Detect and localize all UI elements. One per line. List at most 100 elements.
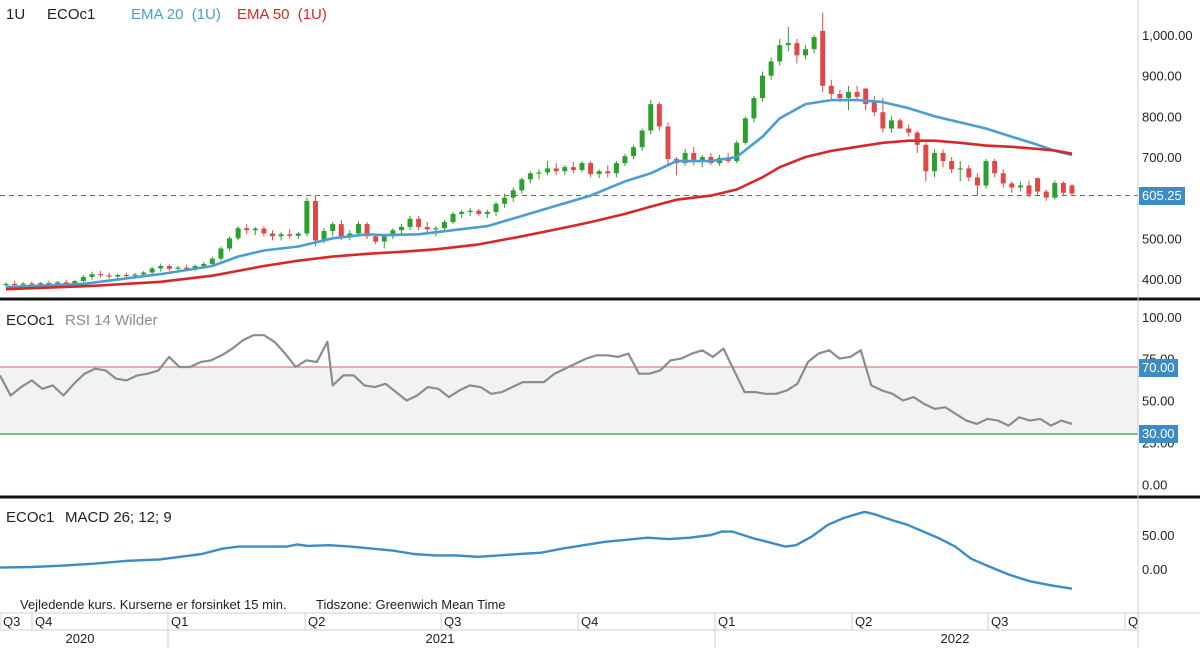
candle-body — [407, 218, 413, 227]
candle — [613, 161, 619, 178]
macd-ytick-label: 50.00 — [1142, 528, 1175, 543]
timezone-note: Tidszone: Greenwich Mean Time — [316, 597, 506, 612]
candle-body — [596, 171, 602, 175]
rsi-band — [0, 367, 1138, 434]
candle-body — [1043, 191, 1049, 198]
candle-body — [502, 197, 508, 204]
candle-body — [175, 267, 181, 269]
candle — [270, 230, 275, 241]
candle — [398, 224, 404, 235]
macd-ytick-label: 0.00 — [1142, 562, 1167, 577]
candle — [227, 236, 233, 252]
candle — [828, 79, 834, 101]
candle-body — [777, 45, 783, 62]
candle-body — [570, 167, 576, 171]
candle-body — [450, 213, 456, 223]
candle-body — [37, 283, 43, 285]
candle-body — [347, 233, 353, 237]
legend-ema50-interval: (1U) — [297, 6, 327, 23]
candle — [441, 220, 447, 231]
candle-body — [562, 167, 568, 172]
candle-body — [588, 163, 594, 175]
candle-body — [888, 120, 894, 129]
candle-body — [364, 224, 370, 237]
candle — [863, 87, 869, 111]
candle-body — [235, 228, 241, 239]
legend-ema20[interactable]: EMA 20 (1U) — [131, 6, 221, 23]
candle-body — [218, 248, 224, 259]
candle — [218, 246, 224, 261]
quarter-label: Q3 — [3, 614, 20, 629]
legend-ema20-interval: (1U) — [191, 6, 221, 23]
candle-body — [261, 228, 267, 234]
candle-body — [89, 274, 95, 277]
quarter-label: Q4 — [581, 614, 598, 629]
price-ytick-label: 800.00 — [1142, 109, 1182, 124]
candle — [897, 118, 903, 129]
candle — [252, 226, 258, 236]
candle — [785, 26, 791, 52]
candle-body — [330, 224, 336, 232]
candle-body — [656, 104, 662, 127]
candle — [545, 161, 551, 176]
macd-header-label: MACD 26; 12; 9 — [65, 509, 172, 526]
rsi-header-symbol: ECOc1 — [6, 312, 55, 329]
candle — [381, 234, 387, 249]
rsi-header-label: RSI 14 Wilder — [65, 312, 158, 329]
candle — [1026, 180, 1032, 198]
candle — [665, 122, 671, 166]
candle — [734, 140, 740, 164]
rsi-ytick-label: 50.00 — [1142, 394, 1175, 409]
candle-body — [966, 168, 972, 178]
candle — [605, 165, 611, 178]
candle — [12, 281, 18, 286]
candle — [931, 148, 937, 178]
candle-body — [29, 283, 35, 285]
candle-body — [949, 161, 955, 170]
candle-body — [98, 274, 104, 276]
candle-body — [476, 210, 482, 214]
candle — [854, 85, 860, 101]
candle-body — [1052, 183, 1058, 198]
candle-body — [794, 43, 800, 56]
candle — [407, 215, 413, 231]
candle — [149, 266, 155, 275]
candle-body — [845, 91, 851, 99]
candle-body — [493, 203, 499, 212]
candle-body — [184, 267, 190, 269]
legend-ema50[interactable]: EMA 50 (1U) — [237, 6, 327, 23]
candle-body — [192, 265, 198, 269]
candle-body — [880, 112, 886, 129]
candle-body — [338, 224, 344, 237]
candle-body — [287, 234, 293, 236]
candle-body — [811, 37, 817, 50]
candle — [1000, 169, 1006, 188]
candle — [158, 263, 164, 272]
candle — [622, 153, 628, 166]
candle-body — [244, 228, 250, 231]
candle — [553, 163, 559, 176]
candle — [459, 209, 465, 218]
legend-ema50-label: EMA 50 — [237, 6, 290, 23]
candle — [330, 222, 336, 237]
candle-body — [923, 144, 929, 172]
candle-body — [536, 172, 542, 174]
header-interval: 1U — [6, 6, 26, 23]
candle — [89, 271, 95, 280]
candle-body — [115, 274, 121, 277]
candle — [871, 96, 877, 117]
candle — [476, 209, 482, 216]
candle — [295, 231, 301, 240]
header-symbol: ECOc1 — [47, 6, 96, 23]
candle — [510, 187, 516, 202]
candle — [966, 165, 972, 182]
candle-body — [863, 88, 869, 105]
candle-body — [72, 281, 78, 284]
candle — [588, 161, 594, 178]
candle-body — [940, 152, 946, 162]
candle-body — [742, 118, 748, 143]
candle — [845, 85, 851, 111]
candle-body — [132, 274, 138, 276]
price-ytick-label: 1,000.00 — [1142, 28, 1193, 43]
candle-body — [3, 283, 9, 286]
